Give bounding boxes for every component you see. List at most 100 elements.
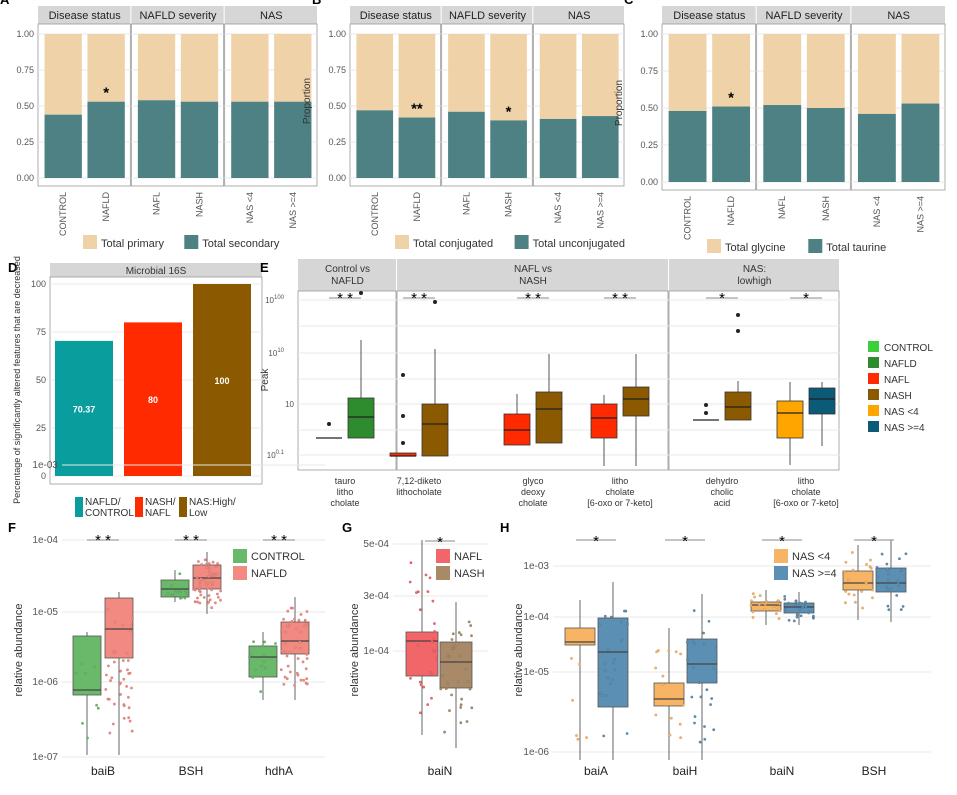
data-point bbox=[430, 696, 433, 700]
panel-letter: B bbox=[312, 0, 321, 7]
data-point bbox=[249, 653, 253, 657]
data-point bbox=[210, 581, 214, 585]
legend-key bbox=[75, 497, 83, 517]
data-point bbox=[282, 617, 286, 621]
data-point bbox=[619, 638, 623, 642]
legend-label: NAS <4 bbox=[884, 407, 919, 418]
data-point bbox=[294, 627, 298, 631]
data-point bbox=[778, 602, 781, 606]
data-point bbox=[714, 657, 718, 661]
x-tick-label: baiB bbox=[91, 764, 115, 778]
legend-label: NAS:High/ bbox=[189, 497, 236, 508]
y-tick-label: 1e-03 bbox=[32, 460, 58, 471]
outlier-point bbox=[401, 414, 405, 418]
box bbox=[421, 403, 449, 457]
legend-label: NAS >=4 bbox=[884, 423, 925, 434]
legend-key bbox=[436, 549, 450, 563]
x-tick-label: NAFLD bbox=[726, 196, 736, 226]
data-point bbox=[710, 697, 714, 700]
data-point bbox=[122, 716, 126, 720]
data-point bbox=[208, 571, 211, 575]
data-point bbox=[703, 737, 707, 741]
data-point bbox=[426, 590, 430, 594]
data-point bbox=[570, 656, 573, 660]
bar-secondary bbox=[901, 103, 940, 182]
box bbox=[724, 391, 752, 421]
data-point bbox=[871, 596, 874, 600]
data-point bbox=[293, 646, 297, 650]
bar-value-label: 100 bbox=[214, 376, 229, 386]
data-point bbox=[119, 681, 122, 685]
bar-secondary bbox=[398, 117, 436, 178]
data-point bbox=[111, 722, 115, 726]
data-point bbox=[432, 622, 436, 626]
data-point bbox=[897, 589, 900, 593]
data-point bbox=[126, 659, 130, 662]
data-point bbox=[807, 611, 811, 615]
data-point bbox=[445, 681, 449, 685]
data-point bbox=[293, 683, 296, 687]
data-point bbox=[303, 618, 307, 622]
box bbox=[104, 597, 134, 659]
data-point bbox=[119, 669, 123, 673]
x-tick-label: tauro bbox=[335, 476, 356, 486]
data-point bbox=[207, 600, 211, 604]
data-point bbox=[885, 562, 889, 566]
legend-label: NAFL bbox=[145, 508, 171, 519]
data-point bbox=[302, 678, 306, 682]
bar-primary bbox=[901, 34, 940, 104]
data-point bbox=[626, 622, 630, 626]
legend-label: CONTROL bbox=[85, 508, 134, 519]
x-tick-label: hdhA bbox=[265, 764, 293, 778]
y-tick-label: 75 bbox=[36, 327, 46, 337]
data-point bbox=[185, 591, 189, 595]
x-tick-label: baiH bbox=[673, 764, 698, 778]
data-point bbox=[81, 721, 84, 725]
data-point bbox=[305, 677, 309, 681]
data-point bbox=[470, 706, 474, 710]
x-tick-label: cholic bbox=[710, 487, 734, 497]
data-point bbox=[450, 638, 454, 641]
significance-star: * bbox=[803, 290, 809, 307]
data-point bbox=[279, 630, 283, 634]
data-point bbox=[424, 573, 428, 577]
data-point bbox=[205, 566, 209, 569]
data-point bbox=[448, 709, 451, 713]
bar-secondary bbox=[806, 108, 845, 182]
panel-letter: C bbox=[624, 0, 634, 7]
outlier-point bbox=[736, 329, 740, 333]
data-point bbox=[416, 590, 420, 594]
x-tick-label: cholate bbox=[605, 487, 634, 497]
data-point bbox=[895, 593, 899, 597]
facet-strip bbox=[851, 6, 945, 24]
data-point bbox=[183, 589, 187, 593]
data-point bbox=[426, 703, 430, 707]
data-point bbox=[753, 595, 757, 599]
data-point bbox=[749, 599, 753, 603]
bar-secondary bbox=[44, 114, 82, 178]
legend-label: Total secondary bbox=[202, 238, 280, 250]
data-point bbox=[607, 648, 610, 652]
legend-label: NAFLD/ bbox=[85, 497, 121, 508]
data-point bbox=[585, 736, 589, 740]
data-point bbox=[712, 728, 716, 732]
facet-strip-label: NAS: bbox=[743, 264, 766, 275]
legend-key-primary bbox=[395, 235, 409, 249]
data-point bbox=[428, 576, 432, 580]
bar bbox=[55, 340, 113, 476]
data-point bbox=[679, 736, 683, 740]
x-tick-label: NASH bbox=[504, 192, 514, 217]
data-point bbox=[253, 668, 257, 672]
data-point bbox=[899, 608, 903, 612]
legend-key-secondary bbox=[808, 239, 823, 253]
data-point bbox=[305, 623, 309, 627]
data-point bbox=[126, 695, 130, 699]
data-point bbox=[851, 568, 855, 572]
x-tick-label: CONTROL bbox=[58, 192, 68, 236]
data-point bbox=[458, 654, 462, 658]
data-point bbox=[219, 589, 223, 593]
data-point bbox=[850, 551, 854, 554]
data-point bbox=[668, 733, 672, 737]
data-point bbox=[286, 625, 289, 628]
data-point bbox=[130, 686, 133, 690]
